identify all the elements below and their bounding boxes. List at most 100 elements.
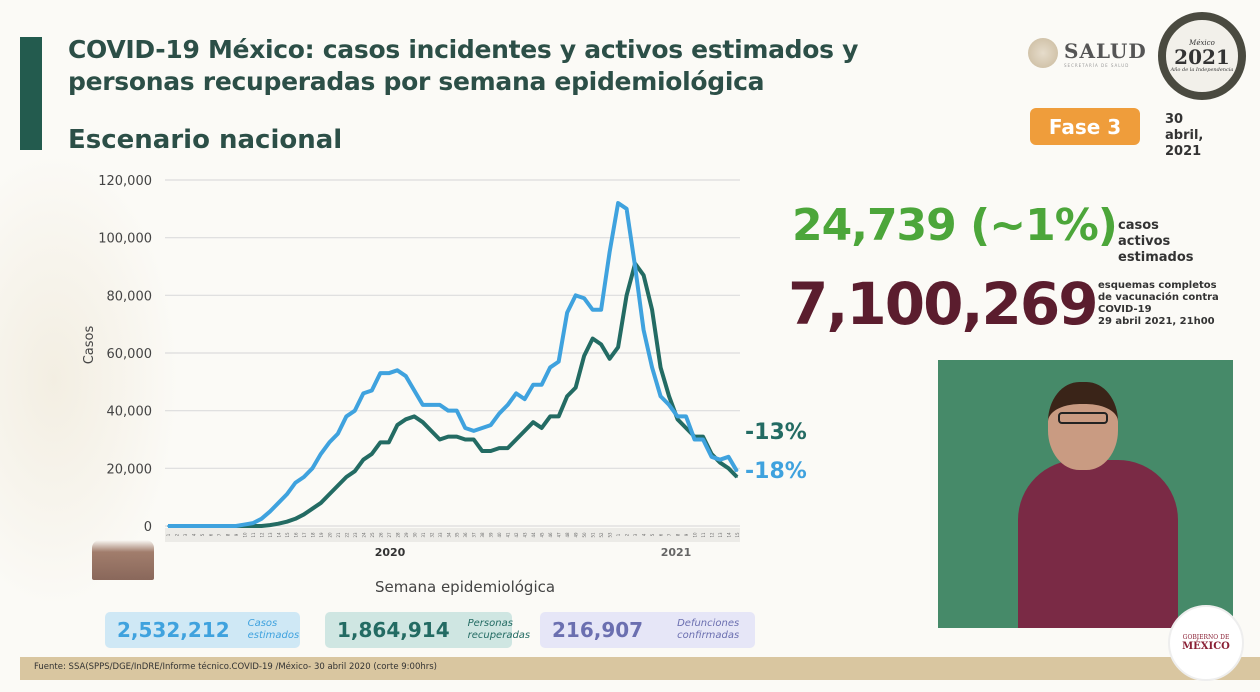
salud-logo-sub: SECRETARÍA DE SALUD — [1064, 62, 1130, 68]
x-tick-label: 5 — [650, 533, 655, 536]
data-point — [736, 476, 738, 478]
year-label-2021: 2021 — [661, 546, 692, 559]
data-point — [294, 481, 297, 484]
data-point — [277, 522, 280, 525]
data-point — [209, 525, 212, 527]
phase-badge: Fase 3 — [1030, 108, 1140, 145]
data-point — [608, 251, 611, 253]
data-point — [328, 441, 331, 444]
data-point — [642, 274, 645, 276]
x-tick-label: 8 — [225, 533, 230, 536]
x-tick-label: 13 — [718, 532, 723, 538]
logo-top: México — [1189, 39, 1215, 47]
data-point — [243, 523, 246, 526]
x-tick-label: 50 — [582, 532, 587, 538]
data-point — [167, 525, 169, 527]
interpreter-body — [1018, 460, 1178, 628]
x-tick-label: 5 — [200, 533, 205, 536]
y-tick-label: 40,000 — [107, 405, 153, 420]
x-tick-label: 12 — [259, 532, 264, 538]
stat-casos-estimados: 2,532,212 Casos estimados — [105, 612, 300, 648]
data-point — [515, 438, 517, 441]
x-tick-label: 3 — [633, 533, 638, 536]
data-point — [719, 461, 721, 464]
data-point — [438, 438, 441, 441]
y-tick-label: 20,000 — [107, 462, 153, 477]
x-tick-label: 34 — [446, 532, 451, 538]
x-tick-label: 48 — [565, 532, 570, 538]
x-tick-label: 24 — [361, 532, 366, 538]
x-tick-label: 25 — [370, 532, 375, 538]
data-point — [506, 404, 509, 406]
data-point — [540, 383, 543, 386]
data-point — [651, 308, 653, 311]
data-point — [311, 467, 314, 470]
x-tick-label: 19 — [319, 532, 324, 538]
data-point — [659, 366, 662, 369]
x-tick-label: 11 — [251, 532, 256, 538]
logo-sub: Año de la Independencia — [1170, 67, 1234, 73]
data-point — [218, 525, 220, 527]
stat-label: recuperadas — [467, 630, 531, 641]
data-point — [320, 453, 322, 455]
data-point — [371, 453, 373, 455]
data-point — [260, 525, 263, 527]
source-footer: Fuente: SSA(SPPS/DGE/InDRE/Informe técni… — [20, 657, 1260, 680]
data-point — [345, 415, 348, 418]
year-label-2020: 2020 — [375, 546, 406, 559]
x-tick-label: 6 — [208, 533, 213, 536]
data-point — [617, 202, 619, 204]
x-tick-label: 41 — [506, 532, 511, 538]
vaccination-label-3: COVID-19 — [1098, 304, 1152, 315]
data-point — [354, 409, 356, 412]
data-point — [727, 467, 730, 470]
x-tick-label: 33 — [438, 532, 443, 538]
data-point — [235, 525, 237, 527]
data-point — [379, 441, 382, 444]
data-point — [642, 329, 645, 331]
x-tick-label: 44 — [531, 532, 536, 538]
data-point — [337, 484, 339, 487]
x-tick-label: 9 — [234, 533, 239, 536]
data-point — [362, 458, 365, 461]
data-point — [303, 476, 305, 478]
data-point — [710, 456, 713, 458]
data-point — [413, 389, 416, 392]
data-point — [693, 438, 696, 441]
data-point — [549, 415, 551, 418]
data-point — [702, 438, 704, 441]
data-point — [540, 427, 543, 429]
x-tick-label: 7 — [667, 533, 672, 536]
y-axis-label: Casos — [82, 326, 97, 365]
x-tick-label: 15 — [285, 532, 290, 538]
x-tick-label: 36 — [463, 532, 468, 538]
data-point — [413, 415, 416, 418]
data-point — [498, 447, 501, 449]
x-axis-band — [165, 528, 740, 542]
active-cases-label: casos activos estimados — [1118, 218, 1194, 265]
data-point — [651, 366, 653, 369]
x-tick-label: 30 — [412, 532, 417, 538]
data-point — [421, 404, 424, 406]
vaccination-label: esquemas completos de vacunación contra … — [1098, 280, 1219, 328]
stat-label: Casos — [247, 618, 278, 629]
data-point — [702, 435, 704, 438]
page-subtitle: Escenario nacional — [68, 125, 343, 155]
x-tick-label: 12 — [710, 532, 715, 538]
series-line-incidentes — [168, 201, 739, 528]
data-point — [286, 520, 288, 523]
x-tick-label: 37 — [472, 532, 477, 538]
x-tick-label: 40 — [497, 532, 502, 538]
data-point — [523, 398, 526, 400]
data-point — [328, 493, 331, 496]
data-point — [625, 208, 628, 210]
data-point — [345, 476, 348, 478]
sign-language-interpreter-video — [938, 360, 1233, 628]
data-point — [260, 517, 263, 520]
data-point — [396, 369, 399, 372]
x-tick-label: 17 — [302, 532, 307, 538]
stat-label: Defunciones — [677, 618, 740, 629]
data-point — [464, 427, 467, 429]
data-point — [252, 525, 254, 527]
gob-logo-line2: MÉXICO — [1182, 641, 1230, 652]
